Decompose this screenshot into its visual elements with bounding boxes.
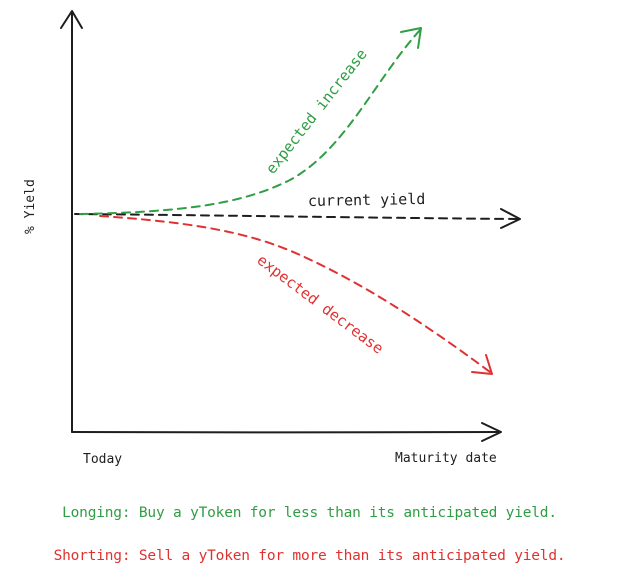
current-yield-arrowhead — [500, 208, 521, 229]
y-axis-label: % Yield — [23, 179, 38, 234]
expected-decrease-arrowhead — [471, 354, 493, 375]
expected-increase-line — [79, 29, 421, 215]
x-axis-arrowhead — [481, 422, 502, 442]
expected-increase-arrowhead — [400, 27, 422, 49]
y-axis-arrowhead — [60, 10, 83, 29]
longing-caption: Longing: Buy a yToken for less than its … — [62, 505, 557, 521]
current-yield-label: current yield — [308, 190, 426, 210]
x-axis-end-label: Maturity date — [395, 451, 497, 466]
expected-increase-label: expected increase — [262, 45, 371, 177]
current-yield-line — [74, 213, 519, 220]
expected-decrease-line — [99, 215, 491, 373]
x-axis-start-label: Today — [83, 452, 122, 467]
expected-decrease-label: expected decrease — [254, 251, 387, 358]
shorting-caption: Shorting: Sell a yToken for more than it… — [53, 548, 566, 564]
